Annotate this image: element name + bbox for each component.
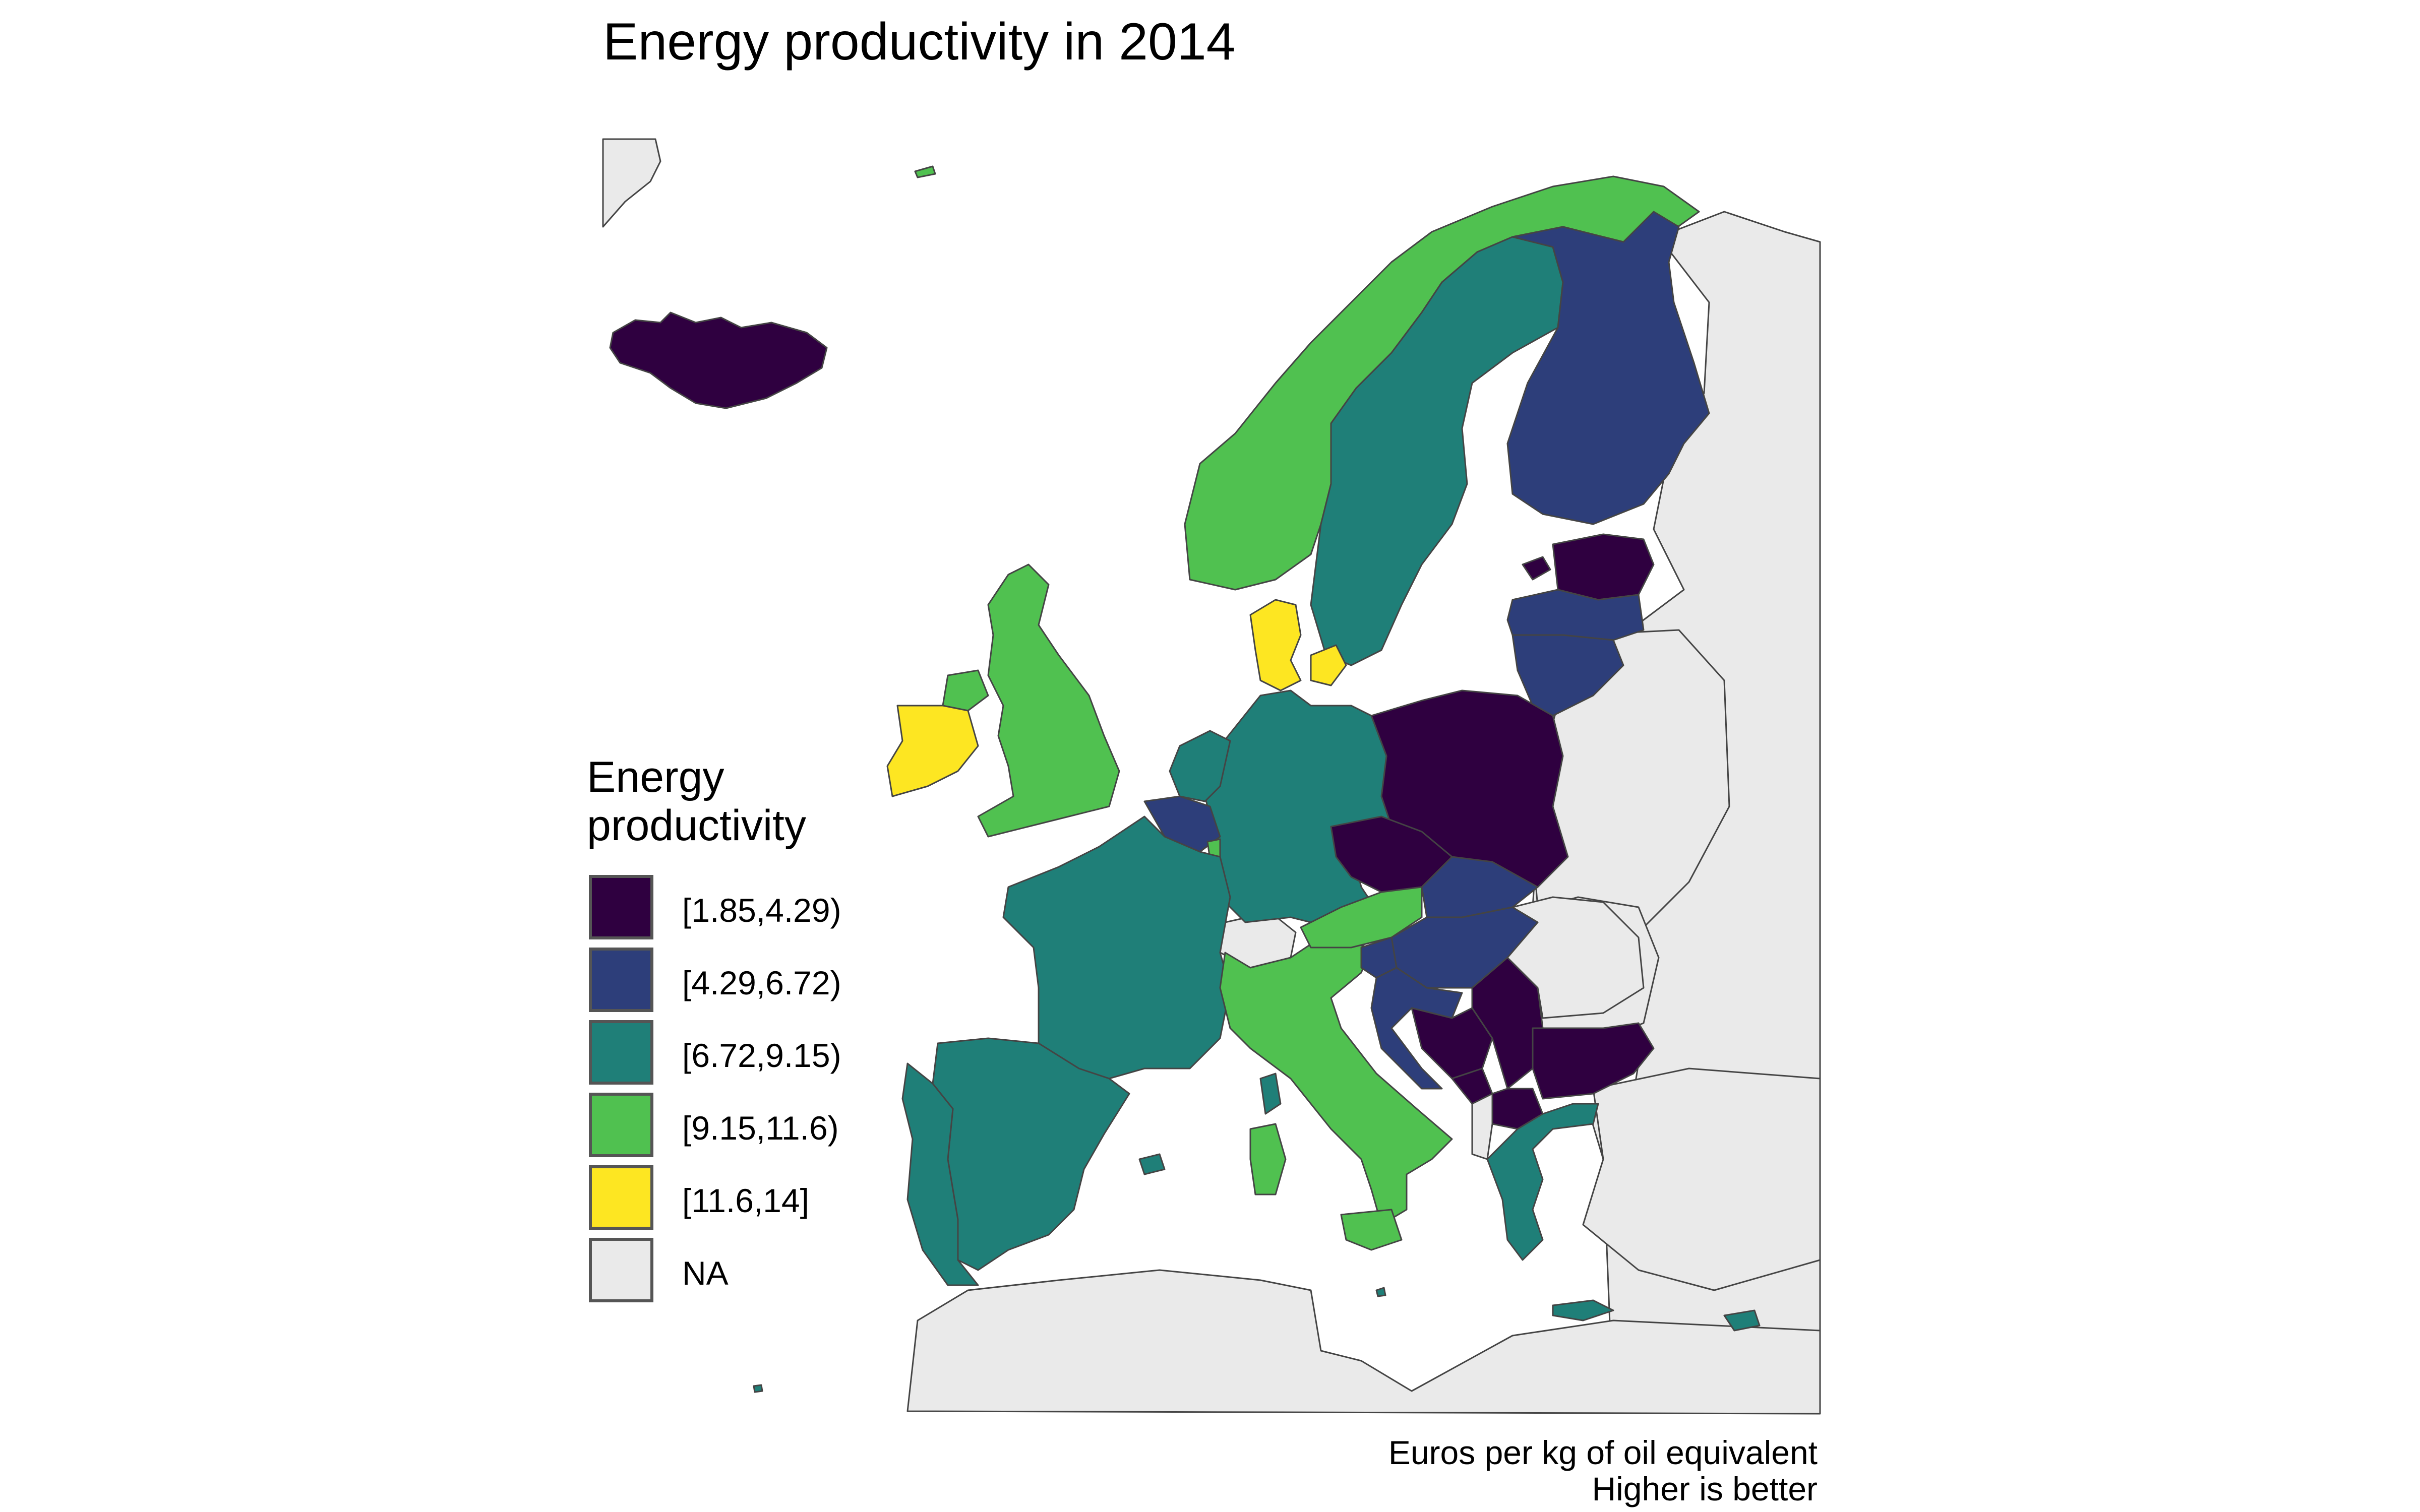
legend-item-2: [4.29,6.72): [589, 948, 891, 1013]
legend-item-5: [11.6,14]: [589, 1165, 891, 1231]
bulgaria: [1532, 1022, 1655, 1100]
legend-label-2: [4.29,6.72): [682, 964, 841, 1001]
legend-item-3: [6.72,9.15): [589, 1020, 891, 1086]
albania: [1471, 1093, 1493, 1160]
lithuania: [1511, 634, 1624, 717]
legend-swatch-5: [589, 1165, 653, 1230]
legend-title-line-2: productivity: [587, 801, 806, 850]
croatia: [1370, 967, 1463, 1090]
map-title: Energy productivity in 2014: [603, 13, 1236, 71]
malta: [1375, 1287, 1386, 1297]
legend-swatch-2: [589, 948, 653, 1012]
sardinia: [1249, 1123, 1287, 1195]
ireland: [886, 705, 979, 797]
estonia: [1552, 533, 1655, 601]
legend-label-6: NA: [682, 1254, 729, 1292]
turkey-na: [1582, 1067, 1821, 1291]
denmark: [1249, 599, 1302, 691]
legend-swatch-3: [589, 1020, 653, 1085]
caption-line-2: Higher is better: [1592, 1470, 1818, 1507]
legend-title: Energy productivity: [587, 753, 806, 850]
legend-label-4: [9.15,11.6): [682, 1109, 839, 1147]
corsica: [1259, 1073, 1282, 1115]
legend-swatch-1: [589, 875, 653, 939]
legend-title-line-1: Energy: [587, 753, 724, 801]
sweden: [1310, 236, 1564, 666]
netherlands: [1169, 730, 1231, 802]
finland: [1506, 211, 1710, 525]
legend-item-4: [9.15,11.6): [589, 1093, 891, 1158]
portugal: [901, 1062, 979, 1286]
austria: [1300, 886, 1423, 949]
romania: [1506, 896, 1645, 1019]
crete: [1552, 1299, 1614, 1321]
mallorca: [1138, 1153, 1166, 1175]
legend-swatch-6: [589, 1238, 653, 1302]
caption-line-1: Euros per kg of oil equivalent: [1388, 1434, 1818, 1471]
greenland-na: [602, 138, 661, 228]
france: [1002, 815, 1231, 1080]
iceland: [609, 311, 828, 409]
northern-ireland: [942, 669, 989, 712]
legend-label-5: [11.6,14]: [682, 1182, 809, 1219]
zealand: [1310, 644, 1347, 686]
legend-item-6: NA: [589, 1238, 891, 1303]
latvia: [1506, 589, 1645, 641]
cyprus: [1723, 1309, 1761, 1332]
legend-label-1: [1.85,4.29): [682, 892, 841, 929]
bosnia: [1411, 1007, 1493, 1080]
jan-mayen: [914, 165, 936, 178]
madeira: [753, 1384, 763, 1393]
legend-item-1: [1.85,4.29): [589, 875, 891, 940]
sicily: [1340, 1209, 1403, 1251]
caption: Euros per kg of oil equivalent Higher is…: [1388, 1434, 1818, 1507]
greece: [1486, 1103, 1599, 1261]
saaremaa: [1522, 556, 1551, 581]
legend-label-3: [6.72,9.15): [682, 1037, 841, 1074]
united-kingdom: [977, 563, 1120, 838]
legend-swatch-4: [589, 1093, 653, 1157]
